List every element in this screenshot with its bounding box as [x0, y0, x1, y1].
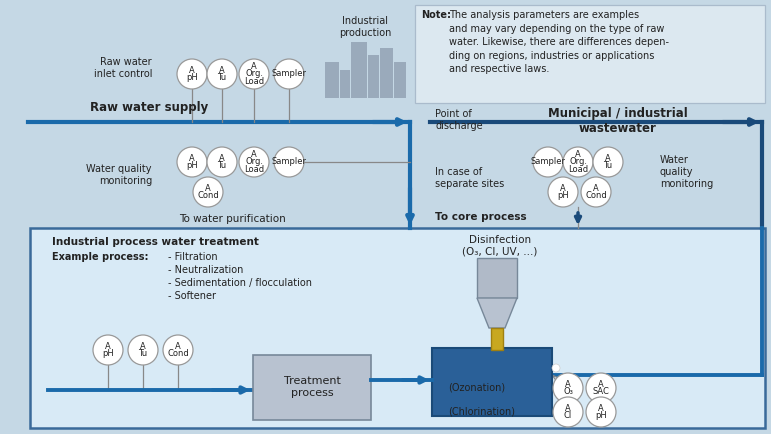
- Text: A: A: [219, 154, 225, 163]
- Circle shape: [177, 147, 207, 177]
- Circle shape: [586, 373, 616, 403]
- Bar: [30, 228, 765, 428]
- Circle shape: [553, 373, 583, 403]
- Text: Sampler: Sampler: [271, 158, 307, 167]
- Text: O₃: O₃: [563, 387, 573, 396]
- Text: - Filtration: - Filtration: [168, 252, 217, 262]
- Text: pH: pH: [186, 161, 198, 170]
- Circle shape: [193, 177, 223, 207]
- Text: A: A: [560, 184, 566, 193]
- Circle shape: [563, 147, 593, 177]
- Text: Cond: Cond: [197, 191, 219, 200]
- Text: In case of
separate sites: In case of separate sites: [435, 167, 504, 189]
- Circle shape: [128, 335, 158, 365]
- Text: (Ozonation): (Ozonation): [448, 383, 505, 393]
- Text: Treatment
process: Treatment process: [284, 376, 341, 398]
- Text: Load: Load: [244, 77, 264, 85]
- Circle shape: [177, 59, 207, 89]
- Circle shape: [581, 177, 611, 207]
- Text: Municipal / industrial
wastewater: Municipal / industrial wastewater: [548, 107, 688, 135]
- Text: pH: pH: [557, 191, 569, 200]
- Text: The analysis parameters are examples
and may vary depending on the type of raw
w: The analysis parameters are examples and…: [449, 10, 669, 74]
- Polygon shape: [477, 298, 517, 328]
- Text: Org.: Org.: [245, 69, 263, 79]
- Text: Org.: Org.: [245, 158, 263, 167]
- Circle shape: [207, 147, 237, 177]
- Bar: [340, 70, 350, 98]
- Text: A: A: [219, 66, 225, 75]
- Bar: [477, 258, 517, 298]
- Text: A: A: [598, 404, 604, 413]
- Bar: [380, 48, 393, 98]
- Text: - Neutralization: - Neutralization: [168, 265, 244, 275]
- Circle shape: [274, 59, 304, 89]
- Text: A: A: [251, 62, 257, 71]
- Text: Org.: Org.: [569, 158, 587, 167]
- Text: A: A: [565, 404, 571, 413]
- Text: Load: Load: [568, 164, 588, 174]
- Text: A: A: [189, 66, 195, 75]
- Text: Water quality
monitoring: Water quality monitoring: [86, 164, 152, 186]
- Text: A: A: [575, 150, 581, 159]
- Text: A: A: [251, 150, 257, 159]
- Text: Note:: Note:: [421, 10, 451, 20]
- Text: Raw water supply: Raw water supply: [90, 101, 208, 114]
- Bar: [491, 328, 503, 350]
- Text: A: A: [205, 184, 211, 193]
- Bar: [253, 355, 371, 420]
- Circle shape: [207, 59, 237, 89]
- Text: Raw water
inlet control: Raw water inlet control: [93, 57, 152, 79]
- Bar: [351, 42, 367, 98]
- Text: - Sedimentation / flocculation: - Sedimentation / flocculation: [168, 278, 312, 288]
- Text: Point of
discharge: Point of discharge: [435, 109, 483, 131]
- Bar: [432, 348, 552, 416]
- Text: Disinfection
(O₃, Cl, UV, ...): Disinfection (O₃, Cl, UV, ...): [463, 235, 537, 256]
- Text: A: A: [598, 380, 604, 389]
- Circle shape: [533, 147, 563, 177]
- Circle shape: [239, 59, 269, 89]
- Text: To water purification: To water purification: [179, 214, 285, 224]
- Text: A: A: [175, 342, 181, 351]
- Text: Tu: Tu: [139, 349, 147, 358]
- Circle shape: [548, 177, 578, 207]
- Text: Load: Load: [244, 164, 264, 174]
- Circle shape: [239, 147, 269, 177]
- Text: Cond: Cond: [167, 349, 189, 358]
- Text: Cond: Cond: [585, 191, 607, 200]
- Bar: [368, 55, 379, 98]
- Text: Industrial process water treatment: Industrial process water treatment: [52, 237, 259, 247]
- Text: Tu: Tu: [217, 161, 227, 170]
- Circle shape: [274, 147, 304, 177]
- Text: (Chlorination): (Chlorination): [448, 407, 515, 417]
- Bar: [325, 62, 339, 98]
- Circle shape: [93, 335, 123, 365]
- Text: A: A: [565, 380, 571, 389]
- Text: A: A: [593, 184, 599, 193]
- Text: A: A: [140, 342, 146, 351]
- Text: Industrial
production: Industrial production: [338, 16, 391, 38]
- Text: Tu: Tu: [217, 73, 227, 82]
- Text: To core process: To core process: [435, 212, 527, 222]
- Text: pH: pH: [186, 73, 198, 82]
- Text: Water
quality
monitoring: Water quality monitoring: [660, 155, 713, 189]
- Text: SAC: SAC: [593, 387, 609, 396]
- Text: pH: pH: [595, 411, 607, 420]
- Text: Sampler: Sampler: [271, 69, 307, 79]
- Text: A: A: [189, 154, 195, 163]
- Circle shape: [593, 147, 623, 177]
- Circle shape: [163, 335, 193, 365]
- Text: Sampler: Sampler: [530, 158, 565, 167]
- Text: Cl: Cl: [564, 411, 572, 420]
- Bar: [394, 62, 406, 98]
- Text: A: A: [105, 342, 111, 351]
- Text: Tu: Tu: [604, 161, 613, 170]
- Circle shape: [552, 364, 560, 372]
- Text: pH: pH: [102, 349, 114, 358]
- Text: A: A: [605, 154, 611, 163]
- Circle shape: [586, 397, 616, 427]
- Circle shape: [553, 397, 583, 427]
- Text: - Softener: - Softener: [168, 291, 216, 301]
- Bar: [415, 5, 765, 103]
- Text: Example process:: Example process:: [52, 252, 149, 262]
